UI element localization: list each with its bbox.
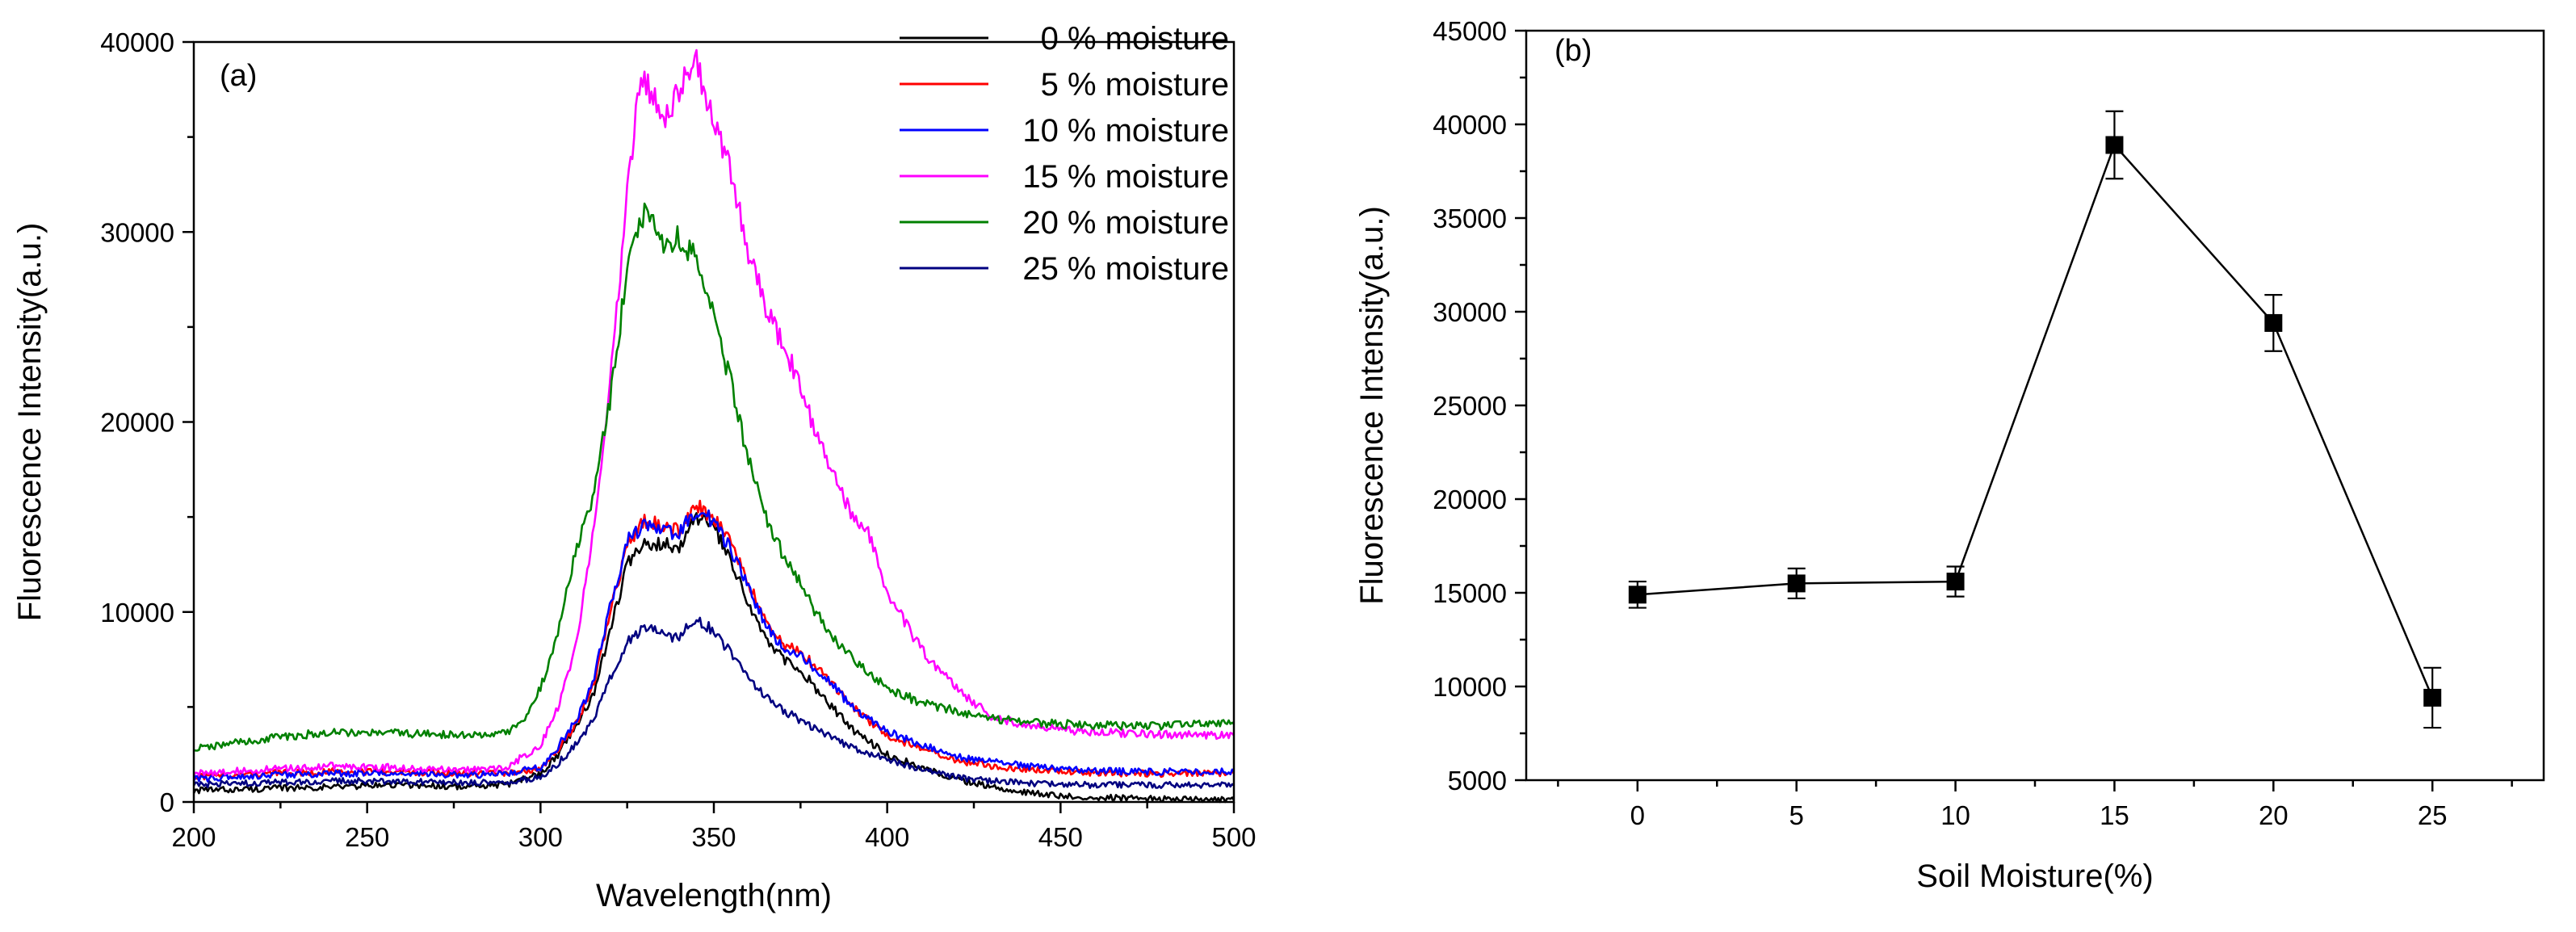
legend-label-2: 10 % moisture xyxy=(1022,113,1229,149)
y-tick-label: 10000 xyxy=(100,598,174,628)
x-tick-label: 450 xyxy=(1038,822,1083,852)
x-tick-label: 10 xyxy=(1940,800,1970,830)
legend-label-4: 20 % moisture xyxy=(1022,205,1229,241)
legend-label-3: 15 % moisture xyxy=(1022,159,1229,195)
y-tick-label: 25000 xyxy=(1433,391,1507,421)
y-tick-label: 20000 xyxy=(100,408,174,438)
plot-frame xyxy=(192,40,1236,804)
panel-b: 0 5 10 15 20 25 5000 10000 15000 20000 25000 30000 3… xyxy=(1354,16,2545,894)
panel-label: (a) xyxy=(220,59,257,93)
data-point-5 xyxy=(2423,688,2442,707)
series-line-1 xyxy=(193,499,1236,781)
plot-frame xyxy=(1525,29,2545,782)
series-line-4 xyxy=(193,202,1235,752)
legend-label-1: 5 % moisture xyxy=(1041,67,1229,103)
data-point-1 xyxy=(1787,574,1806,593)
data-point-0 xyxy=(1628,586,1647,604)
y-tick-label: 10000 xyxy=(1433,672,1507,702)
x-tick-label: 350 xyxy=(691,822,736,852)
x-axis-title: Wavelength(nm) xyxy=(596,878,832,913)
x-tick-label: 400 xyxy=(865,822,909,852)
y-tick-label: 35000 xyxy=(1433,204,1507,233)
y-axis-title: Fluorescence Intensity(a.u.) xyxy=(12,223,48,622)
series-line-0 xyxy=(192,512,1236,804)
y-axis-title: Fluorescence Intensity(a.u.) xyxy=(1354,206,1390,605)
x-axis-title: Soil Moisture(%) xyxy=(1916,859,2153,894)
y-tick-label: 30000 xyxy=(100,217,174,247)
series-line-3 xyxy=(192,48,1235,777)
y-tick-label: 45000 xyxy=(1433,16,1507,46)
data-point-3 xyxy=(2105,136,2124,154)
panel-a: 200 250 300 350 400 450 500 0 10000 20000 30000 400… xyxy=(12,21,1257,913)
x-tick-label: 15 xyxy=(2100,800,2129,830)
data-point-4 xyxy=(2264,313,2283,332)
legend-label-0: 0 % moisture xyxy=(1041,21,1229,57)
y-tick-label: 0 xyxy=(160,787,174,817)
y-tick-label: 40000 xyxy=(100,27,174,57)
panel-label: (b) xyxy=(1554,34,1592,68)
y-tick-label: 30000 xyxy=(1433,297,1507,327)
legend-label-5: 25 % moisture xyxy=(1022,251,1229,287)
data-point-2 xyxy=(1946,573,1965,591)
y-tick-label: 5000 xyxy=(1448,766,1507,796)
x-tick-label: 0 xyxy=(1630,800,1645,830)
y-tick-label: 20000 xyxy=(1433,485,1507,514)
y-tick-label: 40000 xyxy=(1433,110,1507,140)
x-tick-label: 25 xyxy=(2418,800,2448,830)
x-tick-label: 500 xyxy=(1211,822,1256,852)
series-line-2 xyxy=(192,509,1236,783)
series-line-5 xyxy=(192,616,1235,790)
y-tick-label: 15000 xyxy=(1433,578,1507,608)
x-tick-label: 5 xyxy=(1789,800,1804,830)
x-tick-label: 200 xyxy=(171,822,216,852)
series-line xyxy=(1637,143,2434,699)
x-tick-label: 20 xyxy=(2259,800,2289,830)
x-tick-label: 300 xyxy=(518,822,563,852)
x-tick-label: 250 xyxy=(345,822,389,852)
